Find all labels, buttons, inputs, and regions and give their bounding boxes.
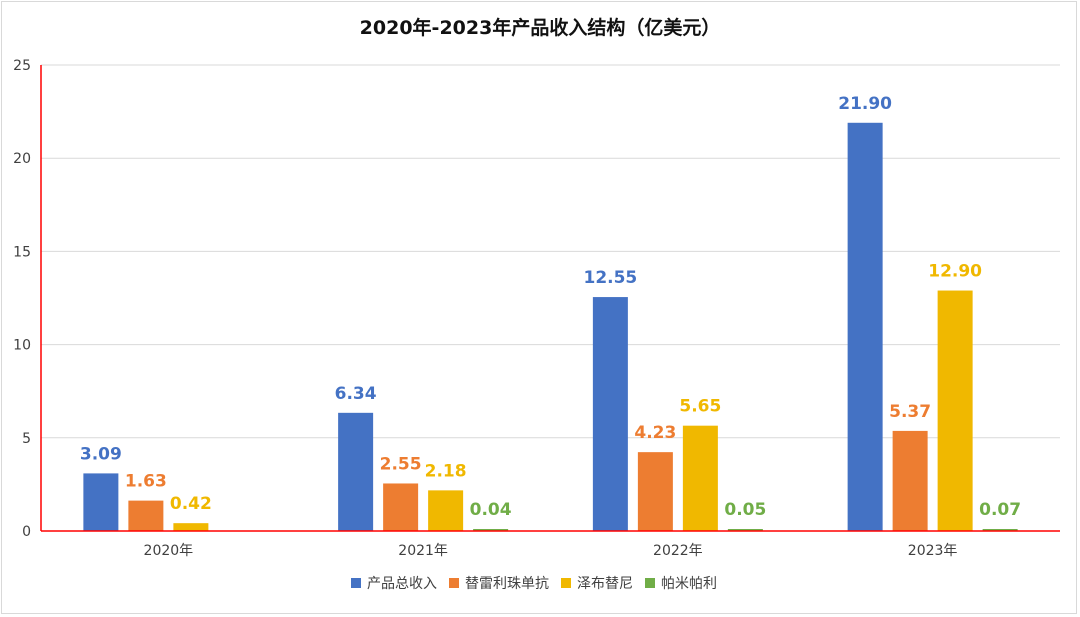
legend-item-2: 替雷利珠单抗 — [449, 576, 549, 592]
data-label: 6.34 — [335, 384, 377, 404]
legend-label: 替雷利珠单抗 — [465, 576, 549, 592]
legend-label: 泽布替尼 — [577, 576, 633, 592]
legend-item-3: 泽布替尼 — [561, 576, 633, 592]
data-label: 12.55 — [583, 268, 637, 288]
bar-1-4 — [847, 122, 883, 531]
legend-swatch — [351, 578, 361, 588]
bar-1-3 — [592, 297, 628, 531]
bar-4-4 — [982, 529, 1018, 531]
bar-2-3 — [637, 452, 673, 531]
legend-label: 帕米帕利 — [661, 576, 717, 592]
bar-1-2 — [338, 412, 374, 531]
bar-4-2 — [473, 529, 509, 531]
data-label: 0.05 — [724, 500, 766, 520]
legend-item-1: 产品总收入 — [351, 576, 437, 592]
data-label: 21.90 — [838, 94, 892, 114]
legend-swatch — [561, 578, 571, 588]
legend: 产品总收入 替雷利珠单抗 泽布替尼 帕米帕利 — [351, 576, 717, 592]
y-tick-label: 10 — [13, 338, 31, 354]
y-tick-label: 5 — [22, 431, 31, 447]
chart-title: 2020年-2023年产品收入结构（亿美元） — [360, 16, 721, 39]
legend-swatch — [449, 578, 459, 588]
data-label: 1.63 — [125, 472, 167, 492]
data-label: 2.18 — [425, 461, 467, 481]
data-labels: 3.091.630.42 6.34 2.55 2.180.04 12.55 4.235.6… — [80, 94, 1021, 520]
bar-4-3 — [727, 529, 763, 531]
x-axis-ticks: 2020年 2021年 2022年 2023年 — [144, 543, 958, 559]
data-label: 4.23 — [634, 423, 676, 443]
legend-item-4: 帕米帕利 — [645, 576, 717, 592]
bar-3-1 — [173, 523, 209, 531]
x-tick-label: 2023年 — [908, 543, 958, 559]
y-tick-label: 15 — [13, 244, 31, 260]
data-label: 0.07 — [979, 500, 1021, 520]
legend-swatch — [645, 578, 655, 588]
bars — [83, 122, 1018, 531]
x-tick-label: 2022年 — [653, 543, 703, 559]
data-label: 5.37 — [889, 402, 931, 422]
bar-3-4 — [937, 290, 973, 531]
data-label: 12.90 — [928, 262, 982, 282]
bar-2-4 — [892, 430, 928, 531]
bar-2-2 — [383, 483, 419, 531]
bar-3-2 — [428, 490, 464, 531]
y-tick-label: 25 — [13, 58, 31, 74]
x-tick-label: 2021年 — [398, 543, 448, 559]
y-tick-label: 20 — [13, 151, 31, 167]
axes — [40, 65, 1060, 532]
data-label: 0.42 — [170, 494, 212, 514]
data-label: 2.55 — [380, 454, 422, 474]
bar-1-1 — [83, 473, 119, 531]
data-label: 0.04 — [470, 500, 512, 520]
x-tick-label: 2020年 — [144, 543, 194, 559]
data-label: 5.65 — [679, 397, 721, 417]
y-tick-label: 0 — [22, 524, 31, 540]
data-label: 3.09 — [80, 444, 122, 464]
bar-3-3 — [682, 425, 718, 531]
legend-label: 产品总收入 — [367, 576, 437, 592]
bar-2-1 — [128, 500, 164, 531]
y-axis-ticks: 0 5 10 15 20 25 — [13, 58, 31, 540]
gridlines — [41, 64, 1060, 439]
